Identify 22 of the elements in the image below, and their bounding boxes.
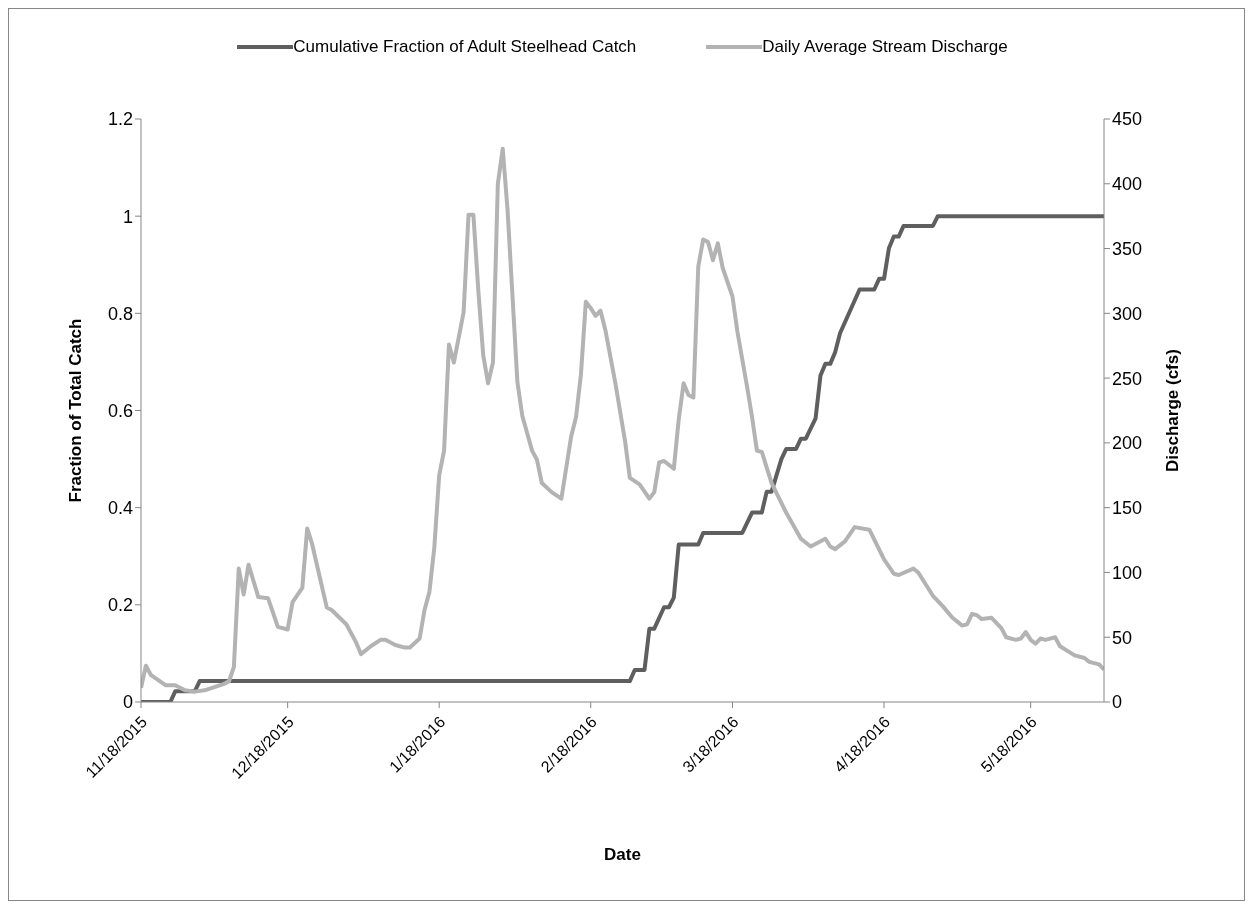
y2-tick-label: 250 [1112, 368, 1143, 389]
y2-tick-label: 0 [1112, 692, 1123, 713]
y-tick-label: 0.6 [107, 400, 133, 421]
legend-label: Daily Average Stream Discharge [762, 37, 1008, 57]
y2-axis-title: Discharge (cfs) [1163, 349, 1183, 472]
y-tick-label: 0.4 [107, 498, 133, 519]
y-axis-title: Fraction of Total Catch [66, 318, 86, 503]
y2-tick-label: 150 [1112, 498, 1143, 519]
y-tick-label: 1.2 [107, 109, 133, 130]
y2-tick-label: 50 [1112, 627, 1133, 648]
y-tick-label: 0.2 [107, 595, 133, 616]
y-tick-label: 1 [122, 206, 133, 227]
legend-label: Cumulative Fraction of Adult Steelhead Catch [293, 37, 637, 57]
y2-tick-label: 300 [1112, 303, 1143, 324]
y2-tick-label: 400 [1112, 174, 1143, 195]
y2-tick-label: 100 [1112, 562, 1143, 583]
y2-tick-label: 450 [1112, 109, 1143, 130]
x-axis-title: Date [604, 845, 641, 864]
y-tick-label: 0 [122, 692, 133, 713]
y2-tick-label: 350 [1112, 238, 1143, 259]
y-tick-label: 0.8 [107, 303, 133, 324]
y2-tick-label: 200 [1112, 433, 1143, 454]
